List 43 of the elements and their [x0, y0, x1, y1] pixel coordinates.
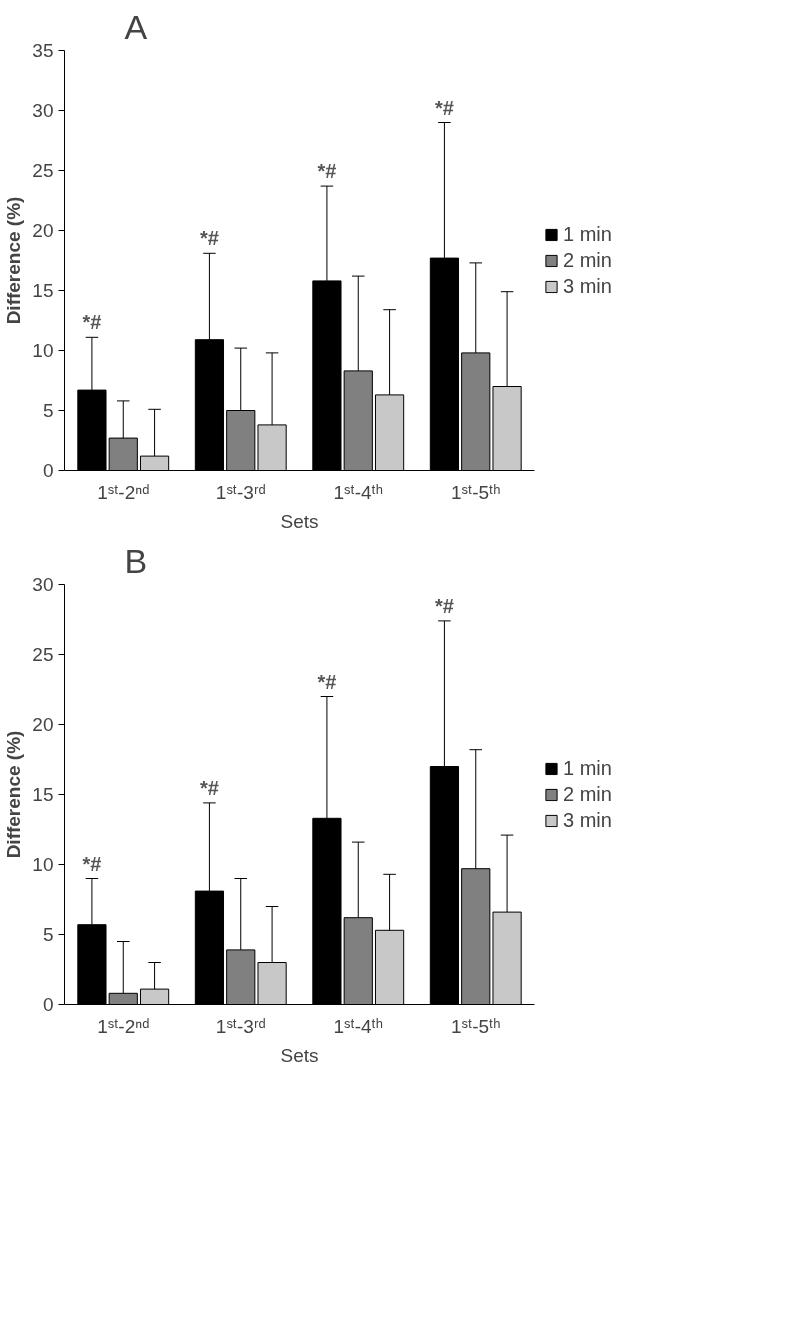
x-tick-label: 1ˢᵗ-3ʳᵈ: [215, 1015, 266, 1037]
y-tick-label: 15: [32, 784, 54, 805]
y-axis-title: Difference (%): [3, 196, 25, 325]
annotation: *#: [434, 96, 454, 119]
y-tick-label: 5: [42, 924, 54, 945]
y-tick-label: 0: [42, 460, 54, 481]
y-tick-label: 15: [32, 280, 54, 301]
annotation: *#: [82, 311, 102, 334]
y-tick-label: 25: [32, 160, 54, 181]
y-tick-label: 30: [32, 574, 54, 595]
y-tick-label: 25: [32, 644, 54, 665]
annotation: *#: [434, 594, 454, 617]
chart-title: A: [124, 7, 148, 46]
x-axis-title: Sets: [280, 510, 319, 532]
annotation: *#: [317, 160, 337, 183]
annotation: *#: [199, 776, 219, 799]
y-tick-label: 20: [32, 714, 54, 735]
legend-label: 1 min: [563, 756, 612, 780]
y-tick-label: 10: [32, 340, 54, 361]
x-tick-label: 1ˢᵗ-5ᵗʰ: [450, 1015, 501, 1037]
x-tick-label: 1ˢᵗ-3ʳᵈ: [215, 481, 266, 503]
annotation: *#: [317, 670, 337, 693]
legend-label: 2 min: [563, 782, 612, 806]
x-tick-label: 1ˢᵗ-4ᵗʰ: [333, 481, 384, 503]
x-tick-label: 1ˢᵗ-2ⁿᵈ: [97, 1015, 150, 1037]
annotation: *#: [82, 852, 102, 875]
chart-title: B: [124, 541, 148, 580]
legend-label: 3 min: [563, 808, 612, 832]
x-axis-title: Sets: [280, 1044, 319, 1066]
x-tick-label: 1ˢᵗ-5ᵗʰ: [450, 481, 501, 503]
x-tick-label: 1ˢᵗ-2ⁿᵈ: [97, 481, 150, 503]
x-tick-label: 1ˢᵗ-4ᵗʰ: [333, 1015, 384, 1037]
y-tick-label: 5: [42, 400, 54, 421]
annotation: *#: [199, 227, 219, 250]
y-tick-label: 30: [32, 100, 54, 121]
y-tick-label: 35: [32, 40, 54, 61]
y-tick-label: 20: [32, 220, 54, 241]
y-tick-label: 10: [32, 854, 54, 875]
legend-label: 3 min: [563, 274, 612, 298]
legend-label: 1 min: [563, 222, 612, 246]
legend-label: 2 min: [563, 248, 612, 272]
y-axis-title: Difference (%): [3, 730, 25, 859]
y-tick-label: 0: [42, 994, 54, 1015]
